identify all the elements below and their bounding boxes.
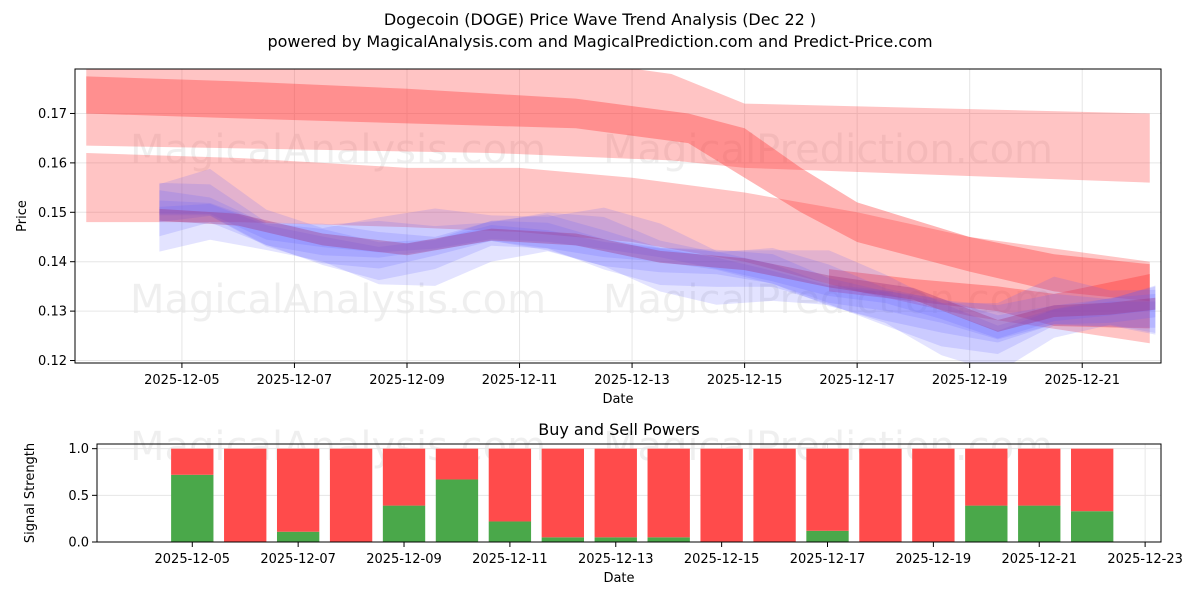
signal-chart-title: Buy and Sell Powers <box>538 420 700 439</box>
buy-bar <box>171 474 214 542</box>
signal-y-axis-label: Signal Strength <box>23 443 38 543</box>
sell-bar <box>382 448 426 506</box>
buy-bar <box>965 505 1008 542</box>
price-y-axis-label: Price <box>15 200 30 232</box>
price-x-tick-label: 2025-12-13 <box>594 373 670 388</box>
price-bands-clipped <box>86 69 1156 363</box>
price-bands <box>86 69 1156 363</box>
price-x-tick-label: 2025-12-05 <box>144 373 220 388</box>
buy-bar <box>1071 511 1114 542</box>
signal-y-tick-label: 0.0 <box>68 536 89 551</box>
price-grid <box>75 69 1161 363</box>
buy-bar <box>806 530 849 542</box>
price-x-tick-label: 2025-12-15 <box>707 373 783 388</box>
price-y-tick-label: 0.13 <box>38 305 67 320</box>
signal-x-tick-label: 2025-12-13 <box>578 552 654 567</box>
watermark-prediction: MagicalPrediction.com <box>603 277 1053 323</box>
buy-bar <box>488 521 532 542</box>
price-y-tick-label: 0.17 <box>38 107 67 122</box>
price-x-tick-label: 2025-12-19 <box>932 373 1008 388</box>
price-x-ticks: 2025-12-05 2025-12-07 2025-12-09 2025-12-11… <box>144 363 1120 388</box>
signal-plot-frame <box>96 443 1162 543</box>
signal-x-tick-label: 2025-12-21 <box>1001 552 1077 567</box>
signal-y-ticks: 0.0 0.5 1.0 <box>68 442 97 551</box>
price-x-tick-label: 2025-12-11 <box>482 373 558 388</box>
sell-bar <box>488 448 532 522</box>
price-y-tick-label: 0.12 <box>38 354 67 369</box>
signal-y-tick-label: 1.0 <box>68 442 89 457</box>
signal-x-tick-label: 2025-12-11 <box>472 552 548 567</box>
price-y-tick-label: 0.16 <box>38 156 67 171</box>
sell-bar <box>171 448 214 475</box>
price-x-tick-label: 2025-12-17 <box>819 373 895 388</box>
signal-x-tick-label: 2025-12-09 <box>366 552 442 567</box>
blue-wave-band <box>159 168 1156 363</box>
price-x-tick-label: 2025-12-21 <box>1044 373 1120 388</box>
sell-bar <box>965 448 1008 506</box>
sell-bar <box>541 448 585 538</box>
sell-bar <box>912 448 955 542</box>
price-chart: 2025-12-05 2025-12-07 2025-12-09 2025-12-11… <box>15 68 1162 407</box>
signal-chart: Buy and Sell Powers 2025-12-05 2025-12-07… <box>23 420 1183 586</box>
signal-x-tick-label: 2025-12-17 <box>790 552 866 567</box>
signal-bars <box>171 448 1114 542</box>
sell-bar <box>1018 448 1061 506</box>
sell-bar <box>435 448 479 480</box>
price-y-tick-label: 0.14 <box>38 255 67 270</box>
watermark-analysis: MagicalAnalysis.com <box>130 277 546 323</box>
red-lower-band-core <box>829 269 1150 329</box>
red-upper-band-core <box>86 76 1150 302</box>
blue-wave-band <box>159 200 1156 340</box>
sell-bar <box>594 448 637 538</box>
sell-bar <box>224 448 267 542</box>
buy-bar <box>541 537 585 542</box>
red-lower-band-outer <box>86 153 1150 344</box>
price-y-tick-label: 0.15 <box>38 206 67 221</box>
signal-x-tick-label: 2025-12-15 <box>684 552 760 567</box>
signal-x-tick-label: 2025-12-19 <box>896 552 972 567</box>
signal-y-tick-label: 0.5 <box>68 489 89 504</box>
buy-bar <box>435 479 479 542</box>
red-upper-band-outer <box>86 69 1150 183</box>
blue-wave-band <box>159 190 1156 343</box>
signal-x-tick-label: 2025-12-05 <box>155 552 231 567</box>
sell-bar <box>700 448 743 542</box>
figure-title: Dogecoin (DOGE) Price Wave Trend Analysi… <box>384 10 816 29</box>
watermark-analysis: MagicalAnalysis.com <box>130 127 546 173</box>
buy-bar <box>1018 505 1061 542</box>
sell-bar <box>1071 448 1114 512</box>
price-x-axis-label: Date <box>602 392 633 407</box>
blue-wave-band <box>159 203 1156 339</box>
buy-bar <box>382 505 426 542</box>
signal-x-tick-label: 2025-12-23 <box>1107 552 1183 567</box>
price-x-tick-label: 2025-12-09 <box>369 373 445 388</box>
sell-bar <box>859 448 902 542</box>
figure-subtitle: powered by MagicalAnalysis.com and Magic… <box>267 32 932 51</box>
sell-bar <box>753 448 796 542</box>
watermark-prediction: MagicalPrediction.com <box>603 127 1053 173</box>
buy-bar <box>647 537 690 542</box>
signal-x-ticks: 2025-12-05 2025-12-07 2025-12-09 2025-12-11… <box>155 542 1183 567</box>
price-plot-frame <box>74 68 1162 364</box>
price-y-ticks: 0.12 0.13 0.14 0.15 0.16 0.17 <box>38 107 75 369</box>
sell-bar <box>276 448 320 532</box>
buy-bar <box>594 537 637 542</box>
signal-x-tick-label: 2025-12-07 <box>260 552 336 567</box>
purple-overlay-band <box>159 208 1156 332</box>
sell-bar <box>806 448 849 531</box>
sell-bar <box>329 448 373 542</box>
blue-wave-band <box>159 182 1156 354</box>
signal-x-axis-label: Date <box>603 571 634 586</box>
sell-bar <box>647 448 690 538</box>
buy-bar <box>276 531 320 542</box>
price-x-tick-label: 2025-12-07 <box>257 373 333 388</box>
